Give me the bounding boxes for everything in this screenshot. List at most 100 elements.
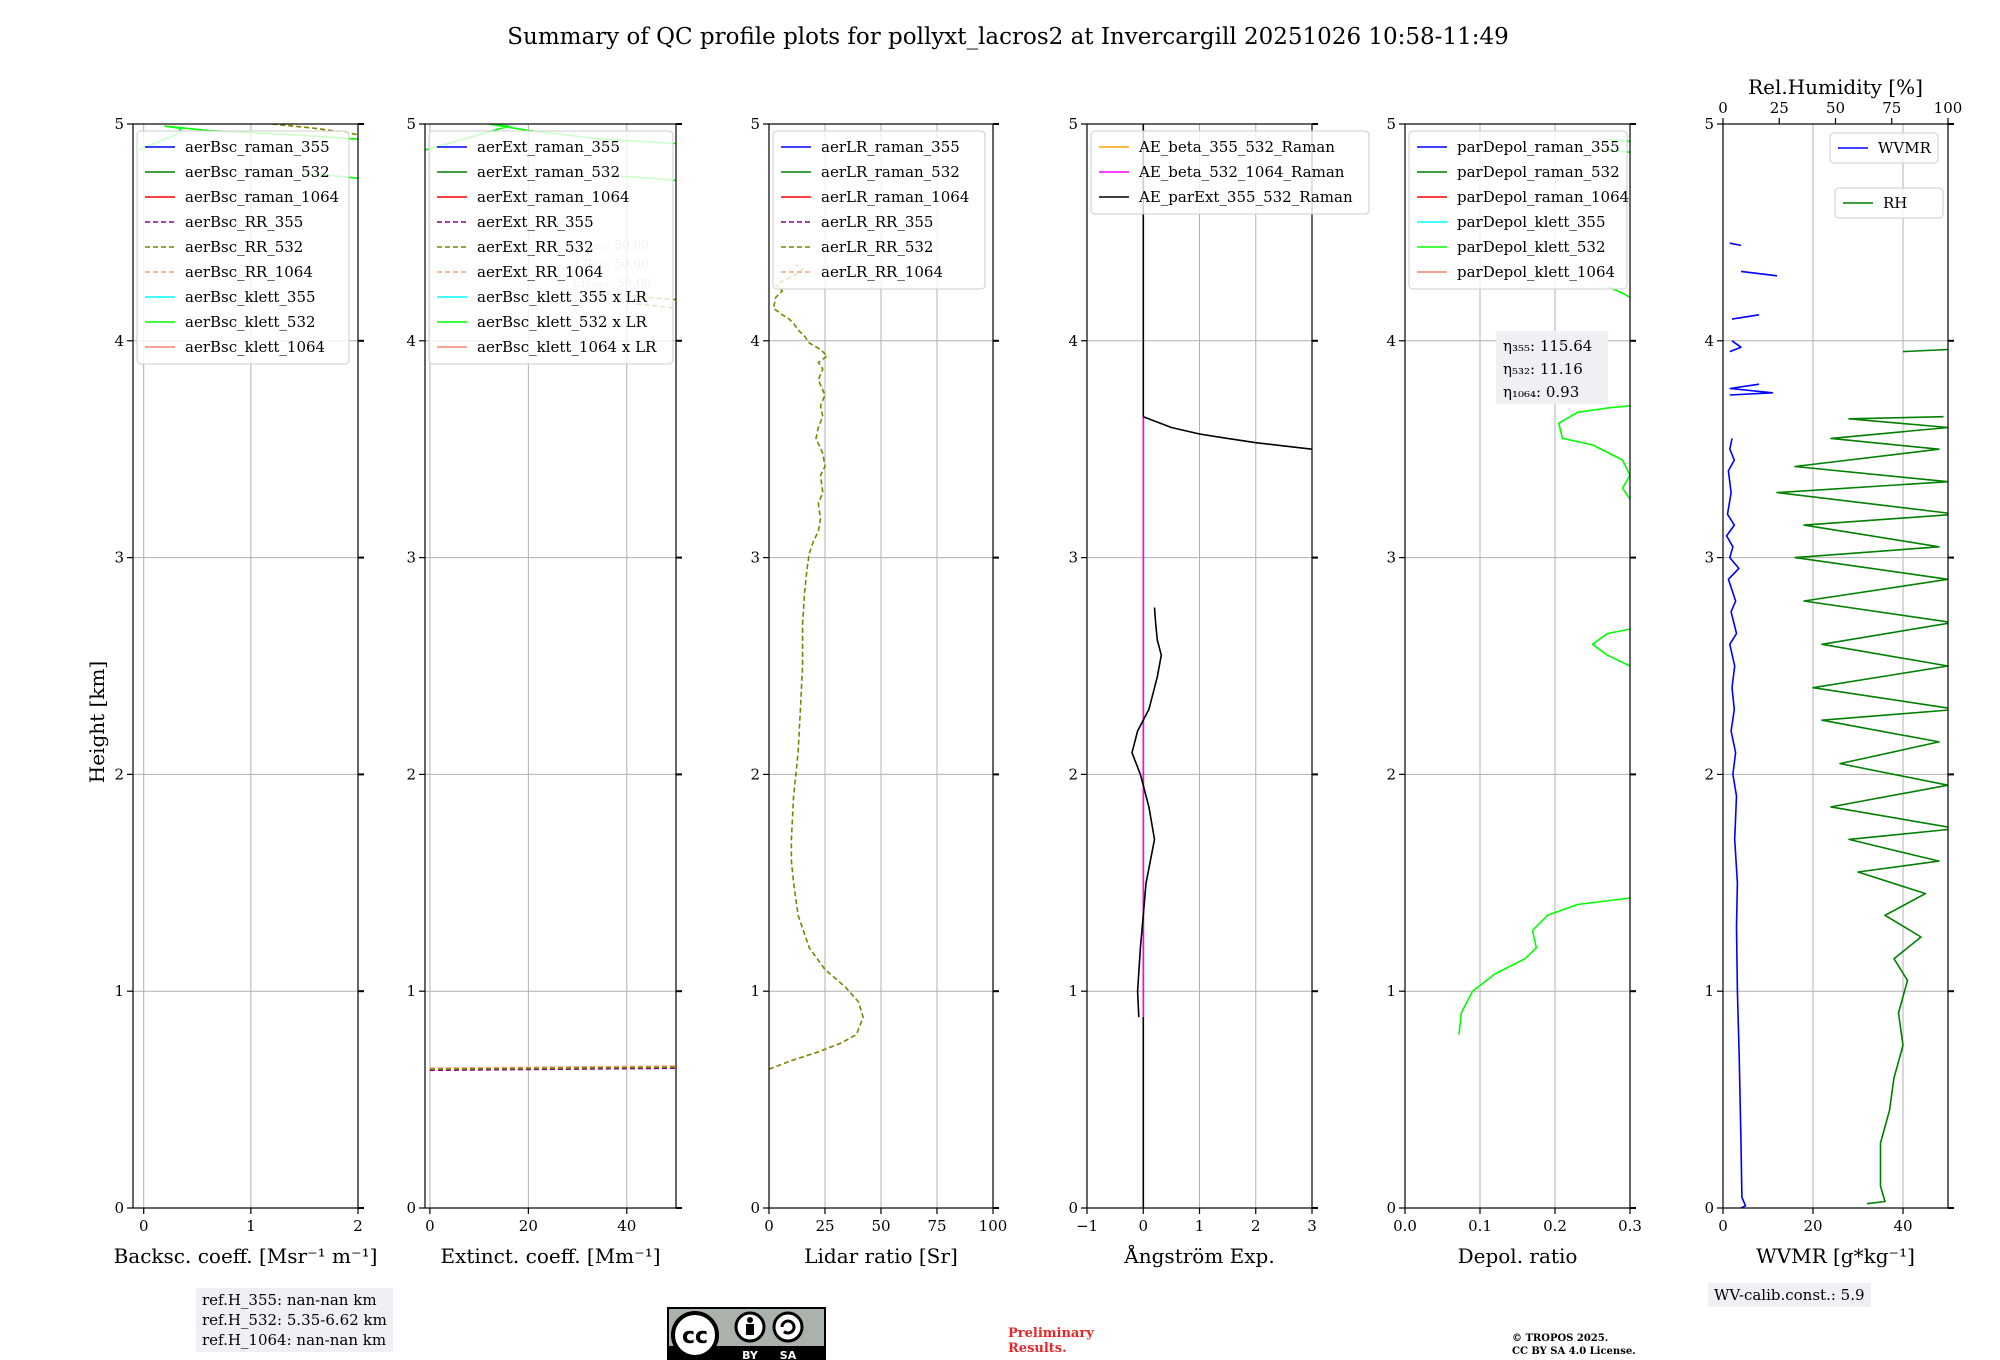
- x-tick-label: 40: [617, 1217, 636, 1235]
- series-group: [1131, 124, 1312, 1208]
- x-axis-label: Lidar ratio [Sr]: [804, 1244, 958, 1268]
- x-tick-label: 20: [519, 1217, 538, 1235]
- axes-frame: [1722, 123, 1949, 1209]
- legend: aerBsc_raman_355 aerBsc_raman_532 aerBsc_r…: [136, 130, 350, 365]
- legend-label: AE_beta_532_1064_Raman: [1138, 163, 1345, 181]
- legend-label: aerBsc_RR_532: [185, 238, 303, 256]
- x-tick-label: 2: [353, 1217, 363, 1235]
- legend-label: aerBsc_raman_532: [185, 163, 330, 181]
- series-line-WVMR: [1729, 383, 1774, 396]
- x-tick-label: 0: [764, 1217, 774, 1235]
- y-tick-label: 1: [114, 982, 124, 1000]
- legend-label: aerLR_raman_532: [821, 163, 960, 181]
- series-line-aerExt_RR_355: [429, 1067, 676, 1072]
- x-tick-label: 3: [1307, 1217, 1317, 1235]
- legend: parDepol_raman_355 parDepol_raman_532 parD…: [1408, 130, 1629, 290]
- panel-wv: 0 20 40 0 1 2 3 4 5 WVMR [g*kg⁻¹] 0 25 50 75 100 Rel.Hu…: [1704, 75, 1962, 1268]
- legend-label: aerLR_raman_355: [821, 138, 960, 156]
- license-badge: cc BY SA: [667, 1307, 826, 1360]
- depol-calib-annotation: η₅₃₂: 11.16: [1503, 360, 1583, 378]
- cc-logo-icon: [671, 1311, 719, 1359]
- series-line-AE_parExt_355_532_Raman: [1131, 607, 1163, 1018]
- y-tick-label: 1: [1068, 982, 1078, 1000]
- legend-label: parDepol_raman_532: [1457, 163, 1620, 181]
- x-tick-label: 75: [927, 1217, 946, 1235]
- y-tick-label: 5: [114, 115, 124, 133]
- x-tick-label: 1: [1195, 1217, 1205, 1235]
- legend-label: aerBsc_raman_355: [185, 138, 330, 156]
- series-line-aerExt_RR_1064: [429, 1065, 676, 1069]
- legend-label: aerLR_RR_532: [821, 238, 933, 256]
- x-tick-label: 0: [1718, 1217, 1728, 1235]
- legend-box: [1408, 130, 1628, 290]
- legend-label: aerBsc_raman_1064: [185, 188, 339, 206]
- x-tick-label: 0: [139, 1217, 149, 1235]
- y-tick-label: 2: [1704, 765, 1714, 783]
- x-tick-label: 25: [815, 1217, 834, 1235]
- y-tick-label: 5: [750, 115, 760, 133]
- series-line-parDepol_klett_532: [1591, 628, 1630, 667]
- x-tick-label: 20: [1803, 1217, 1822, 1235]
- legend-box: [772, 130, 986, 290]
- copyright-line-2: CC BY SA 4.0 License.: [1512, 1346, 1636, 1357]
- x-tick-label: −1: [1076, 1217, 1098, 1235]
- series-line-aerLR_RR_532: [769, 264, 864, 1070]
- legend-label: parDepol_klett_532: [1457, 238, 1606, 256]
- legend-label: aerExt_RR_1064: [477, 263, 603, 281]
- panel-depol: 0.0 0.1 0.2 0.3 0 1 2 3 4 5 Depol. ratio η₃₅₅: 115.…: [1386, 115, 1641, 1268]
- y-tick-label: 4: [406, 332, 416, 350]
- x-axis-label: Depol. ratio: [1458, 1244, 1578, 1268]
- legend-label: parDepol_klett_355: [1457, 213, 1606, 231]
- y-tick-label: 3: [114, 549, 124, 567]
- x-axis-label: Extinct. coeff. [Mm⁻¹]: [440, 1244, 660, 1268]
- y-tick-label: 3: [1386, 549, 1396, 567]
- top-x-tick-label: 75: [1882, 99, 1901, 117]
- x-axis-label: WVMR [g*kg⁻¹]: [1756, 1244, 1915, 1268]
- y-tick-label: 5: [1704, 115, 1714, 133]
- ref-height-355: ref.H_355: nan-nan km: [202, 1291, 377, 1309]
- legend-label: aerBsc_klett_532: [185, 313, 316, 331]
- depol-calib-annotation: η₁₀₆₄: 0.93: [1503, 383, 1579, 401]
- legend-label: aerLR_RR_1064: [821, 263, 943, 281]
- legend-label: aerExt_RR_355: [477, 213, 594, 231]
- series-line-aerExt_RR_532: [429, 1066, 676, 1070]
- top-x-tick-label: 100: [1934, 99, 1963, 117]
- x-tick-label: 0: [425, 1217, 435, 1235]
- y-tick-label: 0: [1386, 1199, 1396, 1217]
- top-x-tick-label: 50: [1826, 99, 1845, 117]
- x-tick-label: 0.3: [1618, 1217, 1642, 1235]
- y-tick-label: 4: [114, 332, 124, 350]
- preliminary-line-2: Results.: [1008, 1341, 1067, 1356]
- legend: aerLR_raman_355 aerLR_raman_532 aerLR_rama…: [772, 130, 986, 290]
- legend-label: aerExt_raman_1064: [477, 188, 630, 206]
- copyright-note: © TROPOS 2025. CC BY SA 4.0 License.: [1512, 1332, 1636, 1358]
- legend-label: AE_parExt_355_532_Raman: [1138, 188, 1353, 206]
- y-tick-label: 1: [1704, 982, 1714, 1000]
- y-tick-label: 3: [406, 549, 416, 567]
- ref-height-532: ref.H_532: 5.35-6.62 km: [202, 1311, 387, 1329]
- series-line-WVMR: [1740, 270, 1778, 277]
- panel-bsc: 0 1 2 0 1 2 3 4 5 Backsc. coeff. [Msr⁻¹ m⁻¹] aerBs…: [114, 115, 378, 1268]
- series-line-WVMR: [1729, 242, 1742, 247]
- series-line-RH: [1776, 415, 1948, 1205]
- legend-box: [1829, 132, 1939, 164]
- copyright-line-1: © TROPOS 2025.: [1512, 1333, 1609, 1344]
- y-axis-label: Height [km]: [85, 661, 109, 783]
- axes-frame: [1404, 123, 1631, 1209]
- wv-calibration-constant: WV-calib.const.: 5.9: [1714, 1286, 1865, 1304]
- y-tick-label: 2: [114, 765, 124, 783]
- legend: aerExt_raman_355 aerExt_raman_532 aerExt_r…: [428, 130, 674, 365]
- y-tick-label: 2: [406, 765, 416, 783]
- y-tick-label: 0: [406, 1199, 416, 1217]
- y-tick-label: 1: [750, 982, 760, 1000]
- badge-by-label: BY: [742, 1349, 759, 1360]
- series-line-parDepol_klett_532: [1458, 897, 1630, 1035]
- series-line-AE_parExt_355_532_Raman: [1143, 415, 1312, 450]
- reference-heights-box: ref.H_355: nan-nan km ref.H_532: 5.35-6.…: [196, 1288, 393, 1352]
- axes-frame: [424, 123, 677, 1209]
- series-line-RH: [1902, 348, 1948, 353]
- y-tick-label: 5: [406, 115, 416, 133]
